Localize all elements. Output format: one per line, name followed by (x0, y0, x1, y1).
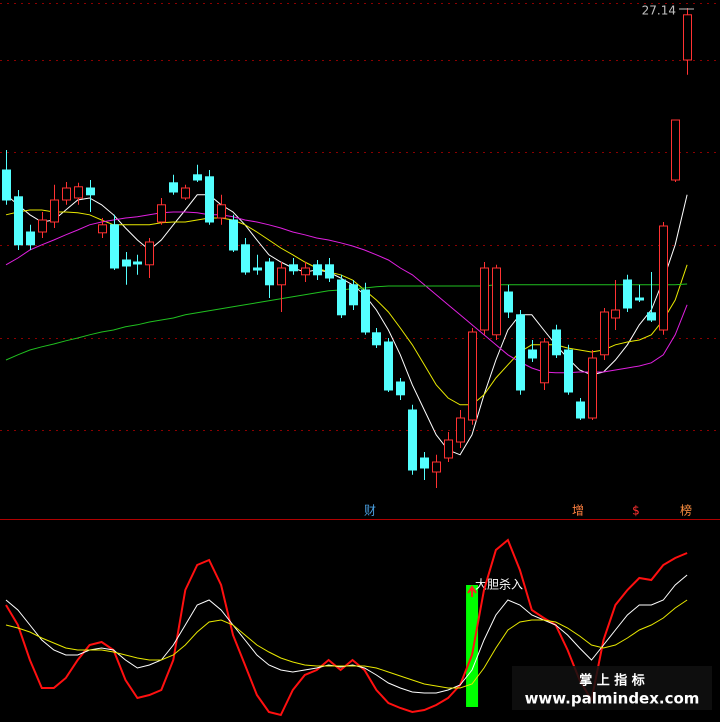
candle-body (504, 291, 513, 313)
candle-body (576, 401, 585, 419)
signal-arrow (467, 585, 477, 597)
candle-body (193, 174, 202, 181)
candle-body (181, 187, 190, 199)
candle-body (361, 289, 370, 333)
candle-body (480, 267, 489, 331)
candle-body (265, 261, 274, 286)
candle-body (540, 341, 549, 384)
event-marker: 榜 (680, 503, 692, 518)
candle-body (659, 225, 668, 331)
candle-body (384, 341, 393, 391)
high-label: 27.14 (642, 4, 676, 18)
candle-body (241, 244, 250, 273)
candle-body (516, 314, 525, 391)
watermark-box (512, 666, 712, 710)
candle-body (432, 461, 441, 473)
candle-body (588, 357, 597, 419)
candle-body (623, 279, 632, 309)
candle-body (145, 241, 154, 266)
candle-body (289, 264, 298, 272)
candle-body (552, 329, 561, 356)
candle-body (635, 297, 644, 301)
watermark-url: www.palmindex.com (525, 690, 700, 708)
candle-body (62, 187, 71, 201)
candle-body (169, 182, 178, 193)
candle-body (564, 349, 573, 393)
candle-body (408, 409, 417, 471)
line-series (5, 194, 688, 456)
signal-bar (466, 585, 479, 707)
event-marker: 增 (572, 504, 584, 518)
candle-body (122, 259, 131, 267)
line-series (5, 211, 688, 374)
line-series (5, 209, 688, 406)
candle-body (98, 224, 107, 234)
candle-body (468, 331, 477, 421)
candle-body (133, 261, 142, 265)
candle-body (671, 119, 680, 181)
candle-body (86, 187, 95, 196)
candle-body (301, 267, 310, 276)
signal-label: 大胆杀入 (475, 577, 523, 592)
watermark: 掌 上 指 标 www.palmindex.com (512, 666, 712, 710)
line-series (5, 283, 688, 361)
candle-body (26, 231, 35, 246)
candle-body (205, 176, 214, 223)
candle-body (313, 264, 322, 276)
candle-body (157, 204, 166, 223)
candle-body (50, 199, 59, 223)
line-series (5, 538, 688, 717)
candle-body (528, 349, 537, 359)
candle-body (110, 224, 119, 269)
candle-body (38, 219, 47, 233)
candle-body (647, 312, 656, 321)
watermark-title: 掌 上 指 标 (579, 673, 645, 689)
candle-body (217, 204, 226, 219)
candle-body (600, 311, 609, 356)
candle-body (444, 439, 453, 459)
candle-body (253, 267, 262, 271)
candle-body (325, 264, 334, 279)
candle-body (337, 279, 346, 316)
event-marker: 财 (364, 504, 376, 518)
candle-body (277, 267, 286, 286)
event-marker: $ (632, 504, 640, 518)
candle-body (372, 332, 381, 346)
candle-body (229, 219, 238, 251)
candle-body (396, 381, 405, 396)
candle-body (74, 186, 83, 199)
candle-body (14, 196, 23, 246)
candle-body (2, 169, 11, 201)
candle-body (683, 14, 692, 61)
candle-body (611, 309, 620, 319)
line-series (5, 599, 688, 689)
candle-body (492, 267, 501, 336)
candle-body (420, 457, 429, 469)
candle-body (456, 417, 465, 443)
candle-body (349, 284, 358, 306)
